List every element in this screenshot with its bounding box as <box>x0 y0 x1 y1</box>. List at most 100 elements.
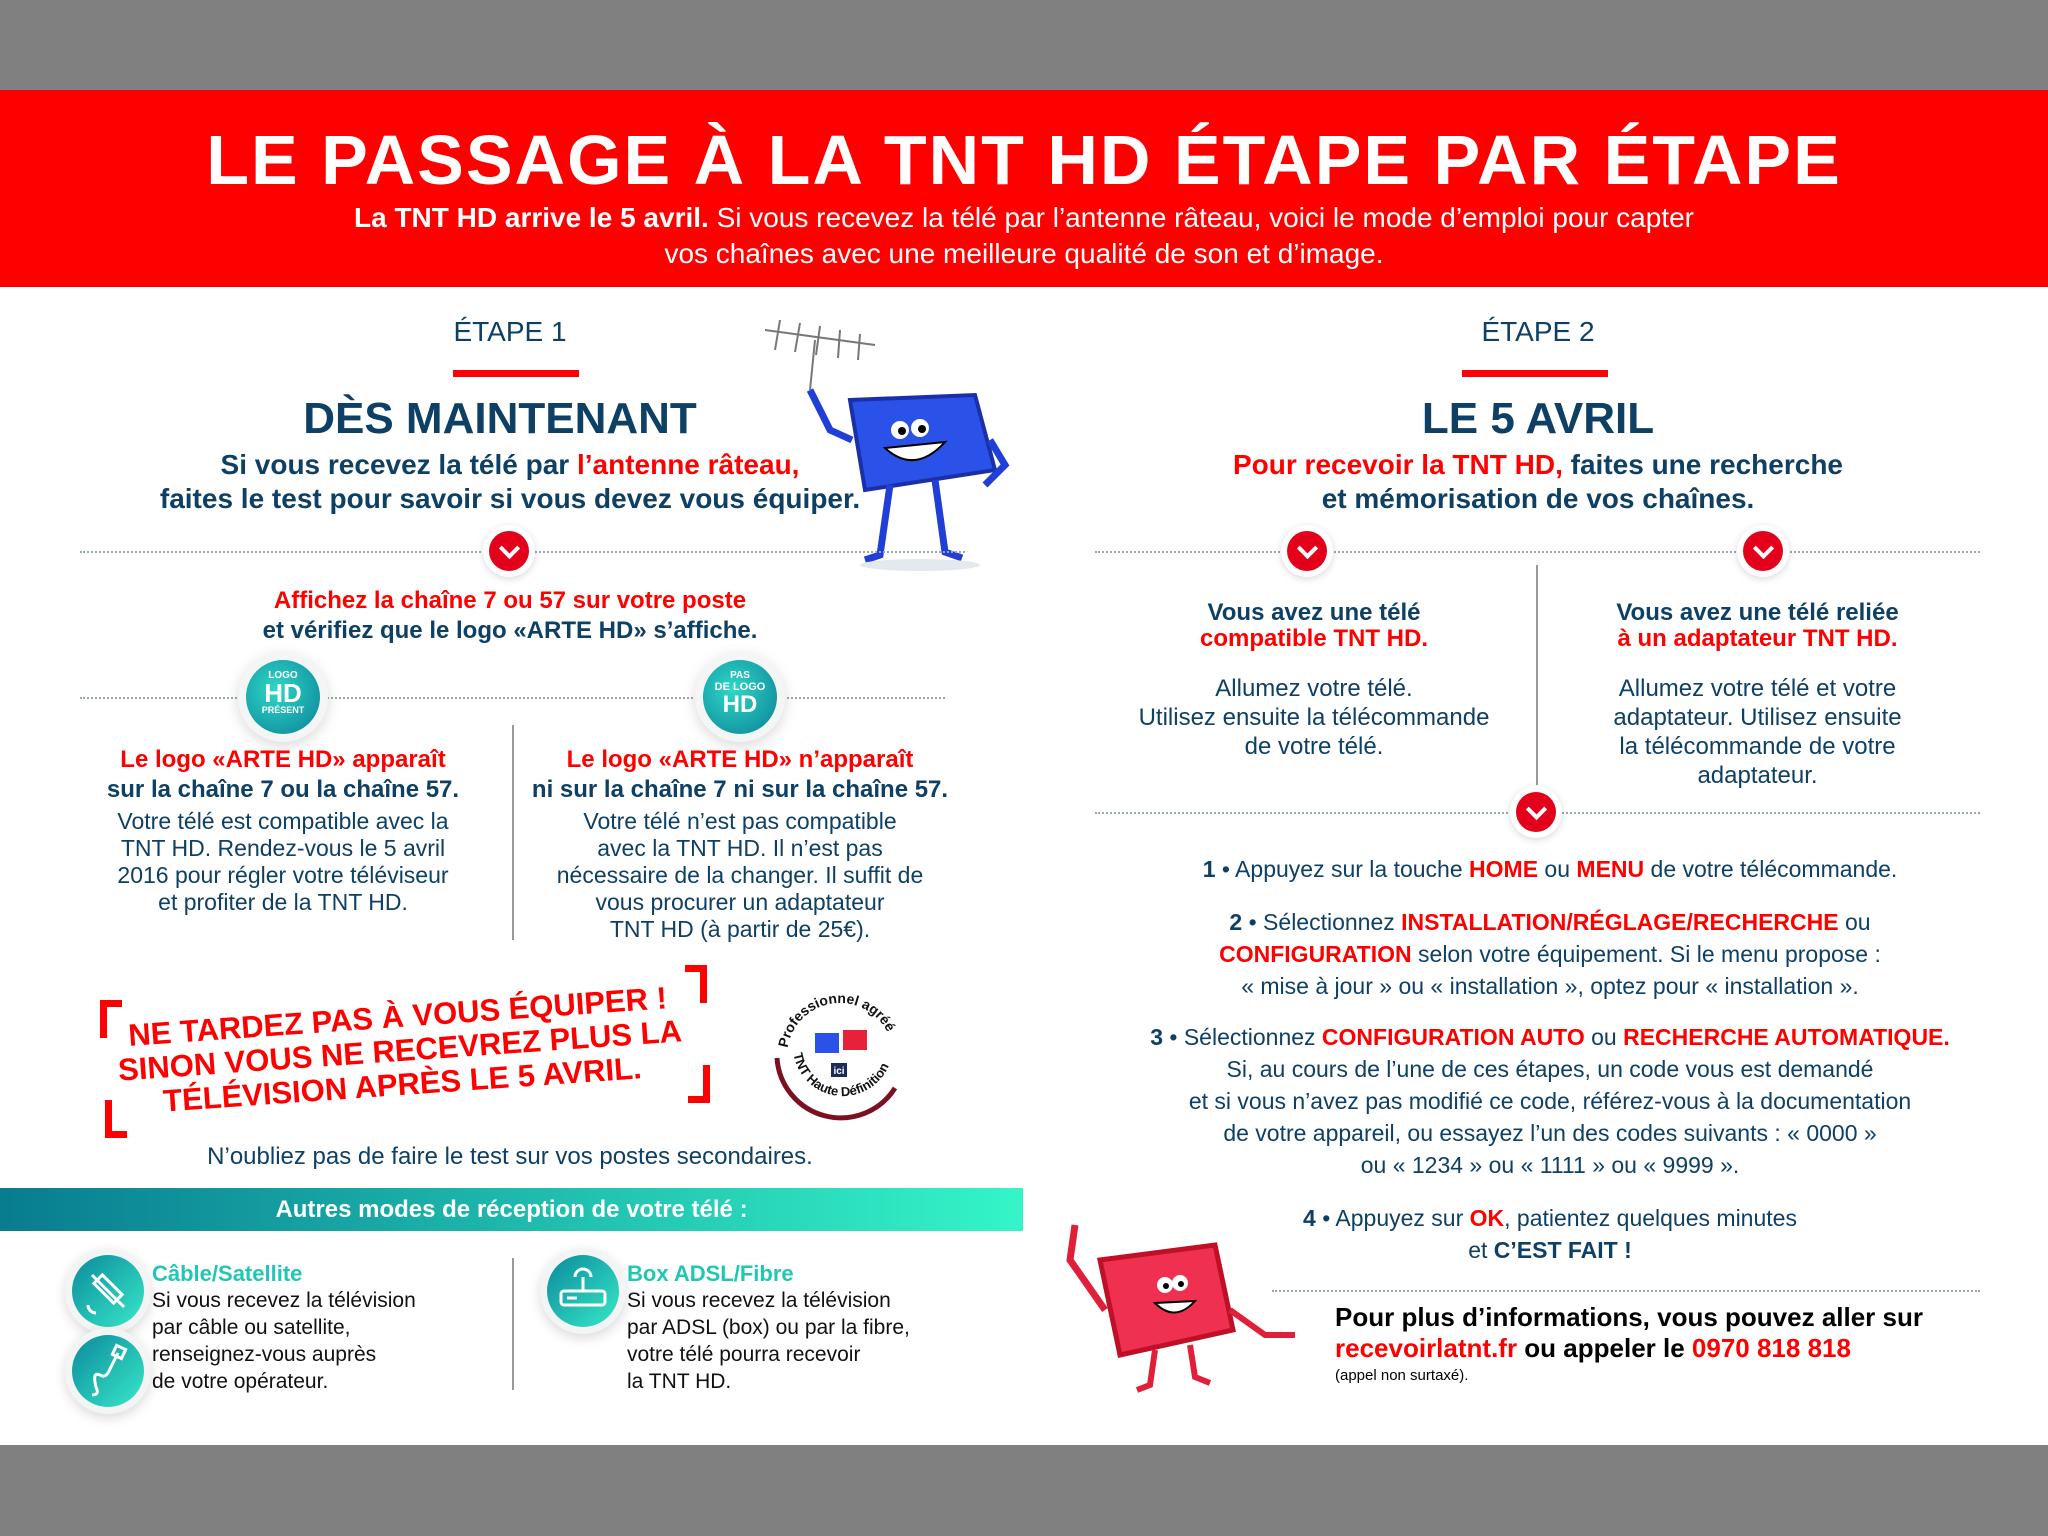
seal-center-text: ici <box>833 1066 844 1077</box>
text-line: renseignez-vous auprès <box>152 1343 377 1366</box>
page-title: LE PASSAGE À LA TNT HD ÉTAPE PAR ÉTAPE <box>206 121 1842 199</box>
step1-underline <box>453 370 579 377</box>
step-text: , patientez quelques minutes <box>1504 1205 1797 1231</box>
chevron-down-icon <box>489 531 529 571</box>
header-banner: LE PASSAGE À LA TNT HD ÉTAPE PAR ÉTAPE L… <box>0 90 2048 287</box>
divider <box>1095 551 1980 553</box>
step-number: 4 <box>1303 1205 1316 1231</box>
cable-satellite-info: Câble/Satellite Si vous recevez la télév… <box>152 1260 416 1395</box>
step1-check: Affichez la chaîne 7 ou 57 sur votre pos… <box>110 586 910 646</box>
text-line: Allumez votre télé et votre <box>1618 675 1897 702</box>
phone-number-link[interactable]: 0970 818 818 <box>1691 1333 1851 1363</box>
step2-underline <box>1462 370 1608 377</box>
bracket-top-left <box>100 1000 122 1038</box>
info-text: Pour plus d’informations, vous pouvez al… <box>1335 1302 1923 1332</box>
bracket-bottom-left <box>105 1100 127 1138</box>
text-line: Utilisez ensuite la télécommande <box>1138 704 1490 731</box>
check-line-2: et vérifiez que le logo «ARTE HD» s’affi… <box>262 617 758 644</box>
result-subheading: ni sur la chaîne 7 ni sur la chaîne 57. <box>531 776 949 803</box>
key-ok: OK <box>1469 1205 1505 1231</box>
subtitle-line-1: Si vous recevez la télé par l’antenne râ… <box>708 202 1695 233</box>
result-subheading: sur la chaîne 7 ou la chaîne 57. <box>106 776 460 803</box>
case-subheading: à un adaptateur TNT HD. <box>1617 625 1898 652</box>
intro-text: Si vous recevez la télé par <box>220 449 577 480</box>
header-subtitle: La TNT HD arrive le 5 avril. Si vous rec… <box>0 200 2048 272</box>
key-home: HOME <box>1469 856 1539 882</box>
badge-text: HD <box>264 678 302 708</box>
divider <box>80 697 945 699</box>
satellite-icon <box>72 1255 144 1327</box>
result-text: Votre télé est compatible avec la TNT HD… <box>63 808 503 916</box>
text-line: nécessaire de la changer. Il suffit de <box>556 862 924 888</box>
badge-text: PAS <box>730 670 750 681</box>
step2-label: ÉTAPE 2 <box>1481 316 1595 347</box>
case-heading: Vous avez une télé reliée <box>1616 599 1899 626</box>
result-text: Votre télé n’est pas compatible avec la … <box>520 808 960 943</box>
text-line: TNT HD (à partir de 25€). <box>609 916 871 942</box>
step2-compatible-tv: Vous avez une télé compatible TNT HD. Al… <box>1095 598 1533 761</box>
professionnel-agree-seal-logo: Professionnel agréé TNT Haute Définition… <box>774 984 906 1121</box>
step-text: Appuyez sur la touche <box>1229 856 1470 882</box>
text-line: 2016 pour régler votre téléviseur <box>117 862 449 888</box>
divider <box>512 1258 514 1390</box>
text-line: de votre opérateur. <box>152 1370 329 1393</box>
text-line: la télécommande de votre <box>1619 733 1896 760</box>
case-text: Allumez votre télé. Utilisez ensuite la … <box>1095 674 1533 761</box>
divider <box>512 725 514 940</box>
text-line: Votre télé n’est pas compatible <box>583 808 897 834</box>
divider <box>1272 1290 1980 1292</box>
badge-text: DE LOGO <box>714 681 766 693</box>
step1-label: ÉTAPE 1 <box>453 316 567 347</box>
step-text: selon votre équipement. Si le menu propo… <box>1411 941 1881 967</box>
subtitle-bold: La TNT HD arrive le 5 avril. <box>353 202 709 233</box>
step-text: de votre télécommande. <box>1644 856 1898 882</box>
step2-intro: Pour recevoir la TNT HD, faites une rech… <box>1138 448 1938 516</box>
step-text: ou <box>1538 856 1577 882</box>
text-line: ou « 1234 » ou « 1111 » ou « 9999 ». <box>1360 1152 1740 1178</box>
step-text: Sélectionnez <box>1177 1024 1322 1050</box>
done-text: C’EST FAIT ! <box>1493 1237 1632 1263</box>
step1-logo-present: Le logo «ARTE HD» apparaît sur la chaîne… <box>63 745 503 916</box>
hd-logo-present-badge: LOGO HD PRÉSENT <box>246 660 320 734</box>
intro-highlight: Pour recevoir la TNT HD, <box>1233 449 1563 480</box>
intro-highlight: l’antenne râteau, <box>576 449 800 480</box>
text-line: Votre télé est compatible avec la <box>117 808 449 834</box>
step2-instruction-2: 2 • Sélectionnez INSTALLATION/RÉGLAGE/RE… <box>1100 906 2000 1002</box>
text-line: adaptateur. Utilisez ensuite <box>1613 704 1902 731</box>
chevron-down-icon <box>1287 531 1327 571</box>
call-note: (appel non surtaxé). <box>1335 1367 1469 1384</box>
step1-logo-absent: Le logo «ARTE HD» n’apparaît ni sur la c… <box>520 745 960 943</box>
text-line: et profiter de la TNT HD. <box>158 889 408 915</box>
step-number: 3 <box>1150 1024 1163 1050</box>
text-line: par câble ou satellite, <box>152 1316 351 1339</box>
website-link[interactable]: recevoirlatnt.fr <box>1335 1333 1518 1363</box>
text-line: TNT HD. Rendez-vous le 5 avril <box>120 835 446 861</box>
chevron-down-icon <box>1516 792 1556 832</box>
other-modes-banner: Autres modes de réception de votre télé … <box>0 1188 1023 1231</box>
no-hd-logo-badge: PAS DE LOGO HD <box>703 660 777 734</box>
bracket-bottom-right <box>688 1065 710 1103</box>
text-line: Si, au cours de l’une de ces étapes, un … <box>1226 1056 1874 1082</box>
more-info: Pour plus d’informations, vous pouvez al… <box>1335 1302 1923 1388</box>
case-heading: Vous avez une télé <box>1207 599 1421 626</box>
divider <box>1536 565 1538 785</box>
intro-line-2: faites le test pour savoir si vous devez… <box>159 483 861 514</box>
step-text: « mise à jour » ou « installation », opt… <box>1241 973 1859 999</box>
text-line: votre télé pourra recevoir <box>627 1343 861 1366</box>
menu-option: RECHERCHE AUTOMATIQUE. <box>1623 1024 1950 1050</box>
badge-text: PRÉSENT <box>261 705 305 715</box>
intro-line-2: et mémorisation de vos chaînes. <box>1321 483 1755 514</box>
step-number: 1 <box>1202 856 1216 882</box>
text-line: Si vous recevez la télévision <box>627 1289 891 1312</box>
router-icon <box>547 1255 619 1327</box>
intro-text: faites une recherche <box>1562 449 1843 480</box>
text-line: de votre appareil, ou essayez l’un des c… <box>1223 1120 1877 1146</box>
text-line: la TNT HD. <box>627 1370 732 1393</box>
step-text: Sélectionnez <box>1256 909 1402 935</box>
result-heading: Le logo «ARTE HD» n’apparaît <box>566 746 914 773</box>
menu-option: INSTALLATION/RÉGLAGE/RECHERCHE <box>1401 909 1839 935</box>
text-line: de votre télé. <box>1244 733 1384 760</box>
cable-title: Câble/Satellite <box>152 1261 303 1286</box>
step2-instruction-4: 4 • Appuyez sur OK, patientez quelques m… <box>1303 1205 1797 1263</box>
step-text: et <box>1468 1237 1494 1263</box>
